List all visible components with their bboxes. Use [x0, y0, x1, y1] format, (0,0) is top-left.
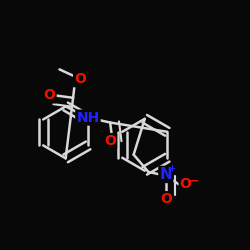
Text: O: O	[104, 134, 116, 148]
Text: O: O	[180, 177, 192, 191]
Text: O: O	[160, 192, 172, 206]
Text: N: N	[160, 167, 172, 182]
Text: O: O	[74, 72, 86, 86]
Text: NH: NH	[76, 110, 100, 124]
Text: −: −	[188, 174, 199, 187]
Text: +: +	[168, 164, 175, 173]
Text: O: O	[44, 88, 56, 102]
